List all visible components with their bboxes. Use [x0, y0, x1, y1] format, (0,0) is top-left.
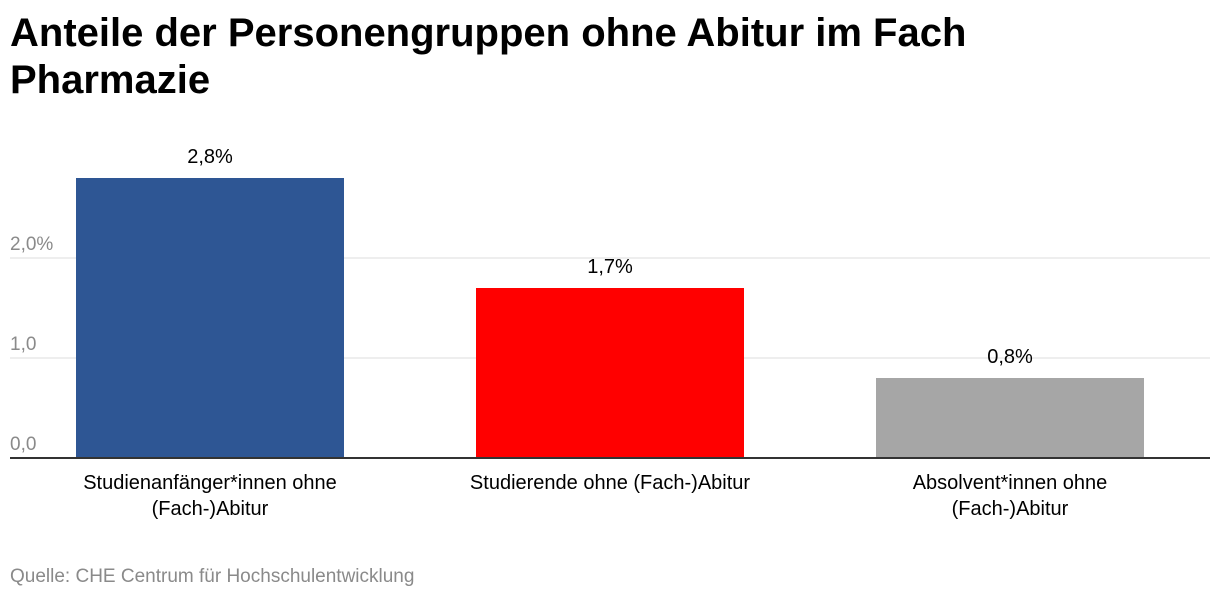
chart-title: Anteile der Personengruppen ohne Abitur … [10, 11, 967, 102]
bar [76, 178, 344, 458]
bar [876, 378, 1144, 458]
y-tick-label: 2,0% [10, 234, 53, 255]
y-tick-label: 0,0 [10, 434, 36, 455]
x-tick-label-line: Absolvent*innen ohne [913, 472, 1108, 494]
data-label: 1,7% [587, 256, 633, 278]
x-tick-label-line: (Fach-)Abitur [152, 498, 269, 520]
x-tick-label-line: (Fach-)Abitur [952, 498, 1069, 520]
x-tick-label-line: Studierende ohne (Fach-)Abitur [470, 472, 750, 494]
data-label: 2,8% [187, 146, 233, 168]
source-note: Quelle: CHE Centrum für Hochschulentwick… [10, 566, 415, 587]
bar [476, 288, 744, 458]
x-tick-label: Studierende ohne (Fach-)Abitur [470, 472, 750, 494]
x-tick-label-line: Studienanfänger*innen ohne [83, 472, 337, 494]
data-label: 0,8% [987, 346, 1033, 368]
x-tick-label: Studienanfänger*innen ohne (Fach-)Abitur [83, 472, 337, 520]
y-tick-label: 1,0 [10, 334, 36, 355]
x-tick-label: Absolvent*innen ohne (Fach-)Abitur [913, 472, 1108, 520]
